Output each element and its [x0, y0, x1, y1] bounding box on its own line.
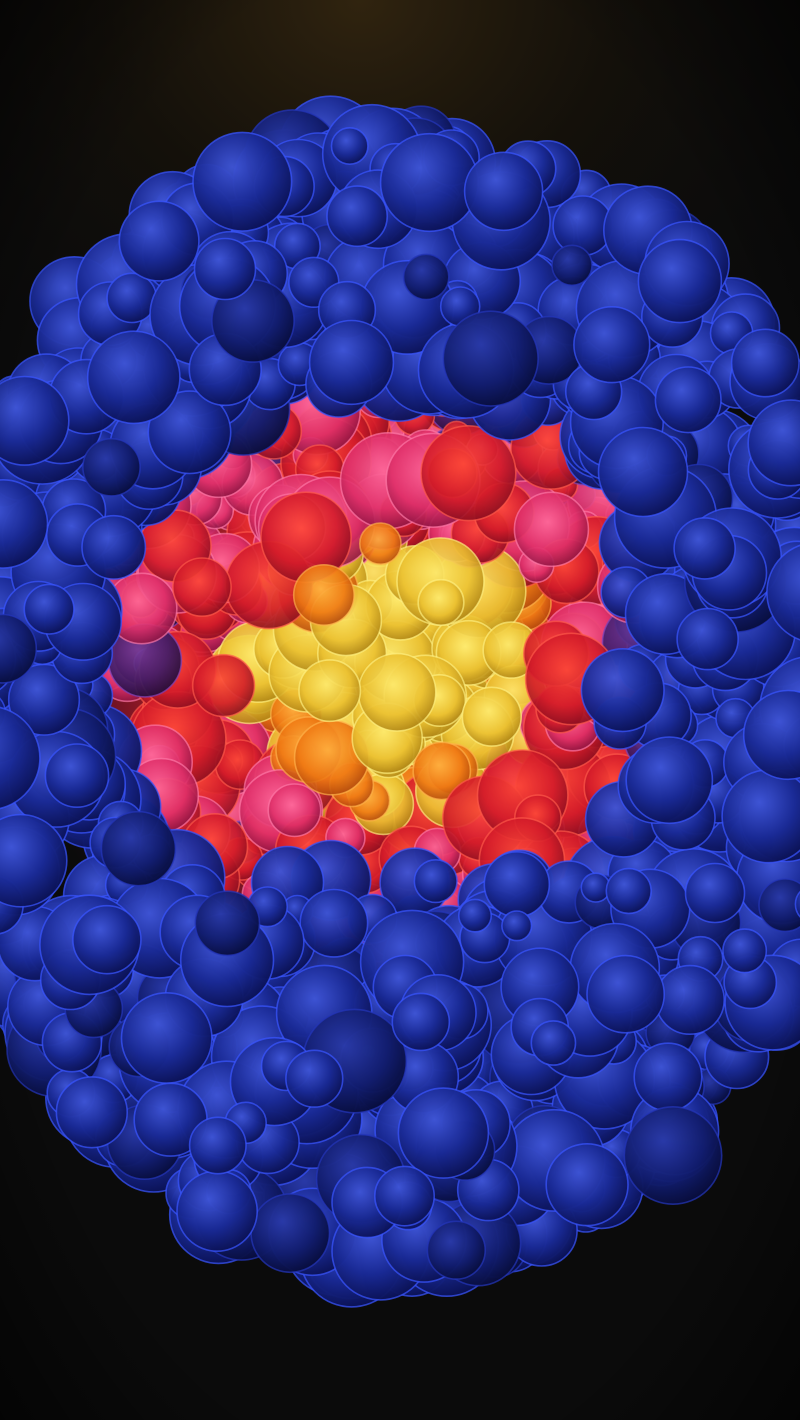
- vignette-overlay: [0, 0, 800, 1420]
- sphere-cluster-art: [0, 0, 800, 1420]
- wallpaper-scene: [0, 0, 800, 1420]
